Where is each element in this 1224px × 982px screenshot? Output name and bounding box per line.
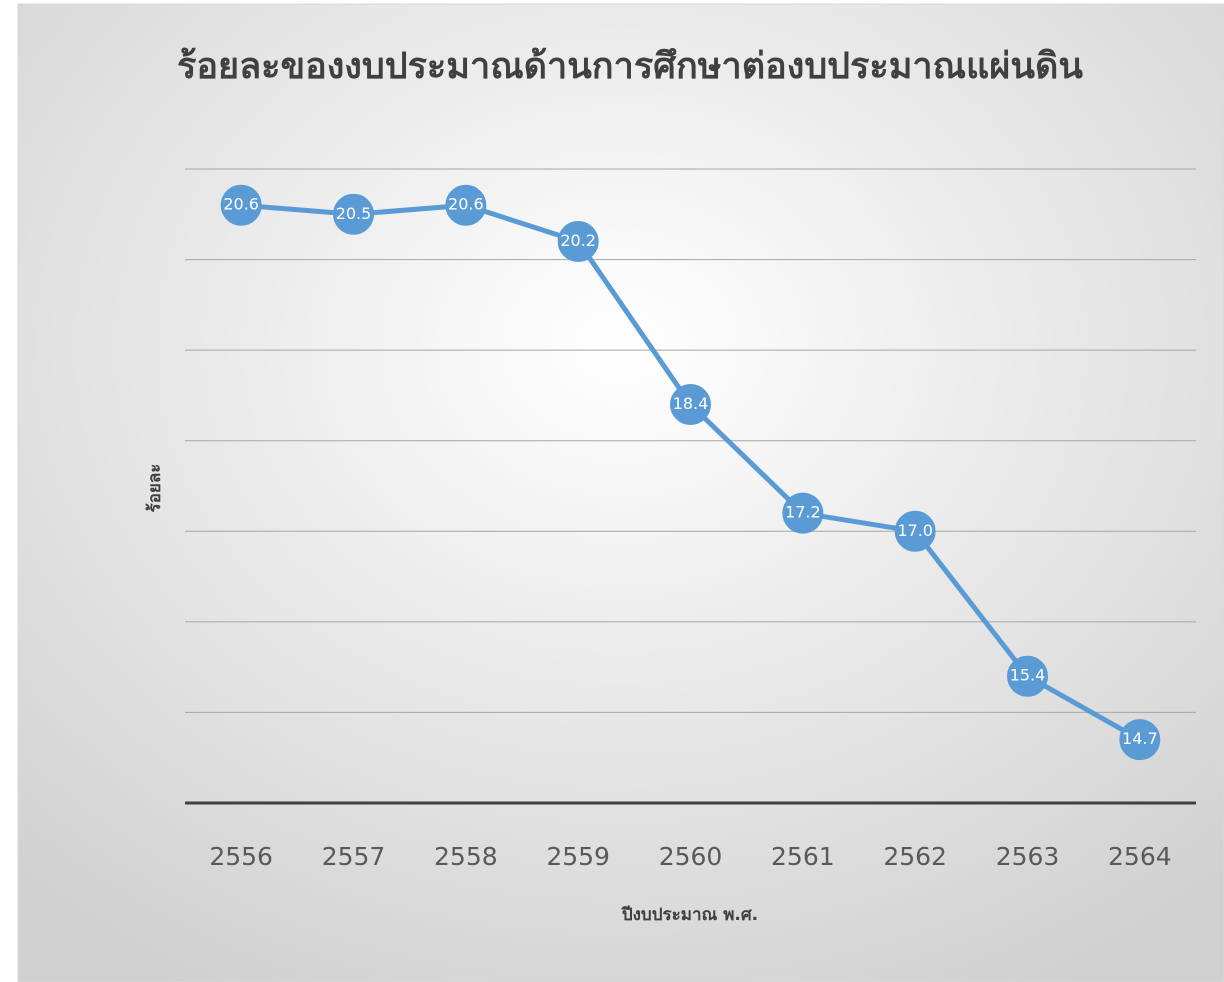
- marker: [220, 184, 262, 226]
- data-label: 18.4: [673, 394, 709, 413]
- marker: [333, 193, 374, 235]
- data-label: 20.6: [223, 195, 259, 214]
- marker: [1007, 655, 1048, 697]
- x-tick-label: 2562: [883, 842, 947, 871]
- marker: [782, 492, 824, 534]
- data-label: 15.4: [1010, 666, 1046, 685]
- data-label: 17.0: [897, 521, 933, 540]
- x-tick-label: 2563: [996, 842, 1060, 871]
- marker: [445, 184, 487, 226]
- data-label: 20.5: [336, 204, 372, 223]
- y-axis-title: ร้อยละ: [145, 464, 165, 513]
- marker: [557, 220, 599, 262]
- x-axis-title: ปีงบประมาณ พ.ศ.: [621, 904, 758, 925]
- x-tick-label: 2558: [434, 842, 498, 871]
- x-tick-label: 2560: [659, 842, 723, 871]
- chart-title: ร้อยละของงบประมาณด้านการศึกษาต่องบประมาณ…: [177, 46, 1083, 87]
- data-label: 17.2: [785, 503, 821, 522]
- x-tick-label: 2561: [771, 842, 835, 871]
- marker: [1119, 719, 1161, 761]
- data-label: 14.7: [1122, 729, 1158, 748]
- data-label: 20.2: [560, 231, 596, 250]
- marker: [670, 383, 711, 425]
- chart-area: [17, 3, 1224, 982]
- data-label: 20.6: [448, 195, 484, 214]
- x-tick-label: 2564: [1108, 842, 1172, 871]
- marker: [894, 510, 936, 552]
- x-tick-label: 2557: [322, 842, 386, 871]
- x-tick-label: 2559: [546, 842, 610, 871]
- x-tick-label: 2556: [209, 842, 273, 871]
